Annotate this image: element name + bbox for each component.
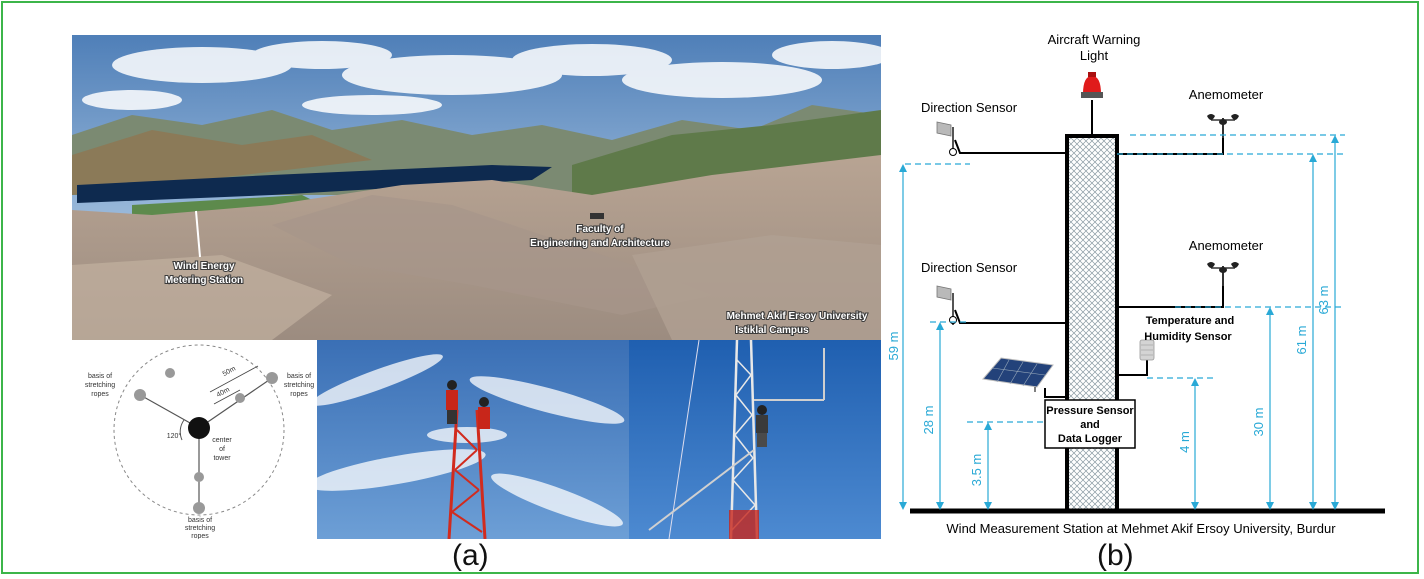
anchor-label-left-1: basis of: [88, 373, 112, 380]
tower-center: [188, 417, 210, 439]
anchor-label-bottom-3: ropes: [191, 533, 209, 539]
anchor-bottom: [193, 502, 205, 514]
direction-sensor-top-icon: [936, 121, 957, 156]
aircraft-light-label-1: Aircraft Warning: [1048, 32, 1141, 47]
boom-arm-diagonal: [648, 449, 755, 531]
dimension-inner: [213, 389, 241, 405]
pressure-logger-box: [1044, 399, 1136, 449]
solar-panel-arm: [1044, 388, 1067, 398]
pressure-label-2: and: [1080, 419, 1100, 431]
aircraft-light-label-2: Light: [1080, 48, 1109, 63]
anchor-label-left-2: stretching: [85, 382, 115, 389]
pressure-label-1: Pressure Sensor: [1046, 405, 1134, 417]
station-label-line2: Metering Station: [165, 275, 243, 286]
station-label-line1: Wind Energy: [173, 261, 234, 272]
direction-sensor-low-label: Direction Sensor: [921, 260, 1018, 275]
anchor-inner-left: [165, 368, 175, 378]
center-label-2: of: [219, 446, 225, 453]
height-4m: 4 m: [1177, 431, 1192, 453]
faculty-label-line1: Faculty of: [576, 224, 624, 235]
height-30m: 30 m: [1251, 408, 1266, 437]
anemometer-top-label: Anemometer: [1189, 87, 1264, 102]
campus-label-line1: Mehmet Akif Ersoy University: [727, 311, 868, 322]
anchor-label-right-3: ropes: [290, 391, 308, 398]
tower-layout-diagram: basis of stretching ropes basis of stret…: [72, 340, 317, 539]
wispy-clouds: [317, 354, 625, 527]
guy-radius-circle: [113, 344, 285, 516]
anchor-inner-right: [235, 393, 245, 403]
height-28m: 28 m: [921, 406, 936, 435]
solar-panel-icon: [982, 357, 1054, 392]
guy-wire: [668, 340, 700, 539]
pressure-label-3: Data Logger: [1058, 433, 1123, 445]
wind-tower-marker: [195, 210, 201, 258]
climbers-photo: [317, 340, 629, 539]
anchor-label-right-2: stretching: [284, 382, 314, 389]
dimension-lines: [902, 134, 1345, 508]
anemometer-top-icon: [1207, 114, 1239, 138]
campus-label-line2: Istiklal Campus: [735, 325, 809, 336]
climber: [756, 405, 768, 447]
low-direction-arm: [954, 309, 1067, 324]
anchor-label-right-1: basis of: [287, 373, 311, 380]
anchor-left: [134, 389, 146, 401]
center-label-3: tower: [213, 455, 231, 462]
height-61m: 61 m: [1294, 326, 1309, 355]
aerial-photo-scene: Wind Energy Metering Station Faculty of …: [72, 35, 881, 340]
ground-caption: Wind Measurement Station at Mehmet Akif …: [946, 521, 1336, 536]
height-59m: 59 m: [886, 332, 901, 361]
dist-inner-label: 40m: [216, 386, 231, 399]
angle-arc: [179, 419, 185, 441]
low-anemometer-arm: [1117, 282, 1224, 308]
anchor-label-bottom-2: stretching: [185, 525, 215, 532]
height-3-5m: 3.5 m: [969, 454, 984, 487]
boom-photo: [629, 340, 881, 539]
temperature-humidity-sensor-icon: [1139, 339, 1155, 361]
climbers: [446, 380, 490, 429]
dimension-outer: [209, 365, 259, 393]
temp-sensor-arm: [1117, 360, 1148, 376]
caption-a: (a): [452, 539, 489, 572]
rope-right: [198, 377, 273, 429]
anchor-inner-bottom: [194, 472, 204, 482]
aerial-photo: Wind Energy Metering Station Faculty of …: [72, 35, 881, 340]
tower-body: [1065, 134, 1119, 513]
anchor-right: [266, 372, 278, 384]
temp-humidity-label-2: Humidity Sensor: [1144, 331, 1232, 343]
top-anemometer-arm: [1117, 133, 1224, 155]
anchor-label-left-3: ropes: [91, 391, 109, 398]
dimension-arrowheads: [899, 135, 1339, 510]
anemometer-low-icon: [1207, 262, 1239, 286]
red-lattice-tower: [447, 409, 487, 539]
center-label-1: center: [212, 437, 232, 444]
anchor-label-bottom-1: basis of: [188, 517, 212, 524]
caption-b: (b): [1097, 539, 1134, 572]
faculty-building: [590, 213, 604, 219]
faculty-label-line2: Engineering and Architecture: [530, 238, 670, 249]
station-schematic: Aircraft Warning Light Direction Sensor …: [885, 30, 1410, 550]
clouds: [82, 41, 881, 115]
direction-sensor-low-icon: [936, 285, 957, 325]
aircraft-warning-light-icon: [1081, 72, 1103, 98]
anemometer-low-label: Anemometer: [1189, 238, 1264, 253]
top-direction-arm: [954, 139, 1067, 154]
dist-outer-label: 50m: [222, 365, 237, 378]
temp-humidity-label-1: Temperature and: [1146, 315, 1234, 327]
tower-base-red: [729, 510, 759, 539]
direction-sensor-top-label: Direction Sensor: [921, 100, 1018, 115]
angle-label: 120°: [167, 432, 182, 440]
height-63m: 63 m: [1316, 286, 1331, 315]
